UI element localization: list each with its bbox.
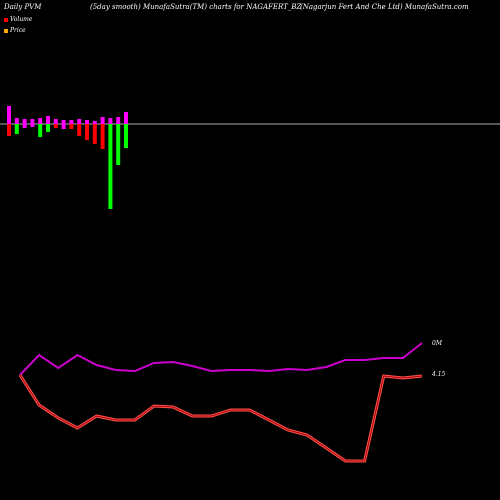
pvm-bar-up [116,117,121,124]
pvm-bar-down [124,124,128,148]
price-value-label: 4.15 [431,371,446,378]
volume-line [19,342,423,376]
pvm-bar-down [77,124,82,136]
pvm-bar-up [124,112,128,124]
pvm-bar-down [116,124,121,165]
pvm-bar-down [108,124,113,209]
company-name: (Nagarjun Fert And Che Ltd) MunafaSutra.… [300,3,469,11]
pvm-bar-up [22,119,27,124]
pvm-bar-down [7,124,11,136]
pvm-bar-down [92,124,97,144]
pvm-bar-down [85,124,89,140]
price-line [18,374,423,463]
pvm-bar-up [92,121,97,124]
pvm-bar-down [100,124,105,149]
chart-type-label: Daily PVM [4,3,42,11]
pvm-bar-up [38,118,43,124]
pvm-bar-up [69,120,74,124]
pvm-bar-up [85,120,89,124]
pvm-bar-up [100,117,105,124]
pvm-bar-down [14,124,19,134]
pvm-bar-down [46,124,50,132]
pvm-bar-down [61,124,66,129]
pvm-bar-up [46,116,50,124]
legend-price: Price [4,27,26,34]
pvm-bar-down [30,124,35,127]
pvm-bar-down [69,124,74,129]
pvm-bar-down [38,124,43,137]
pvm-bars [7,106,128,209]
pvm-bar-down [22,124,27,128]
pvm-bar-up [77,119,82,124]
legend-price-swatch [4,28,8,33]
price-line-outer [18,374,423,463]
pvm-bar-up [14,118,19,124]
pvm-bar-up [108,118,113,124]
volume-value-label: 0M [432,340,443,347]
pvm-bar-up [53,119,58,124]
legend-price-label: Price [10,27,26,34]
pvm-bar-up [30,119,35,124]
pvm-bar-up [61,120,66,124]
pvm-bar-down [53,124,58,128]
price-line-inner [19,374,423,462]
chart-title: (5day smooth) MunafaSutra(TM) charts for… [90,3,302,11]
pvm-bar-up [7,106,11,124]
legend-volume: Volume [4,16,32,23]
legend-volume-label: Volume [10,16,33,23]
legend-volume-swatch [4,17,8,22]
